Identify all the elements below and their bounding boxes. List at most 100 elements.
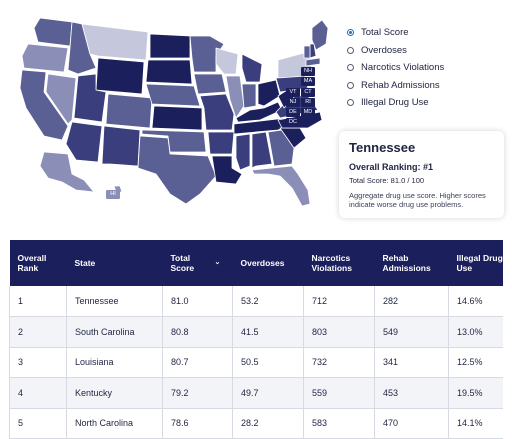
metric-option-narcotics-violations[interactable]: Narcotics Violations (347, 59, 497, 77)
badge-ct[interactable]: CT (301, 88, 315, 97)
state-tx[interactable] (137, 135, 217, 205)
state-ma[interactable] (305, 57, 321, 67)
metric-option-label[interactable]: Narcotics Violations (361, 62, 445, 74)
metric-option-illegal-drug-use[interactable]: Illegal Drug Use (347, 94, 497, 112)
state-in[interactable] (241, 83, 257, 109)
chevron-down-icon[interactable]: ⌄ (214, 259, 221, 266)
cell-total-score: 81.0 (162, 286, 233, 317)
table-row[interactable]: 5 North Carolina 78.6 28.2 583 470 14.1% (9, 408, 503, 439)
cell-total-score: 80.8 (162, 316, 233, 348)
cell-overdoses: 28.2 (232, 408, 304, 439)
cell-state: Tennessee (66, 286, 163, 317)
badge-md[interactable]: MD (301, 108, 315, 117)
info-overall-ranking: Overall Ranking: #1 (349, 162, 434, 172)
badge-ri[interactable]: RI (301, 98, 315, 107)
state-az[interactable] (65, 121, 103, 163)
cell-rank: 4 (9, 377, 67, 409)
info-total-score: Total Score: 81.0 / 100 (349, 176, 425, 185)
state-ms[interactable] (235, 133, 251, 171)
state-info-card: Tennessee Overall Ranking: #1 Total Scor… (339, 131, 504, 218)
table-row[interactable]: 1 Tennessee 81.0 53.2 712 282 14.6% (9, 286, 503, 317)
cell-state: North Carolina (66, 408, 163, 439)
metric-selector: Total Score Overdoses Narcotics Violatio… (347, 24, 497, 112)
map-svg[interactable] (10, 8, 335, 208)
header-state[interactable]: State (74, 258, 96, 268)
metric-option-total-score[interactable]: Total Score (347, 24, 497, 42)
table-row[interactable]: 2 South Carolina 80.8 41.5 803 549 13.0% (9, 316, 503, 348)
header-total-score-label[interactable]: Total Score (170, 253, 195, 273)
state-nv[interactable] (45, 73, 77, 125)
state-nm[interactable] (101, 125, 141, 167)
state-fl[interactable] (251, 165, 311, 207)
state-mi[interactable] (241, 53, 263, 83)
state-ca[interactable] (19, 69, 69, 141)
radio-unchecked-icon[interactable] (347, 64, 354, 72)
radio-unchecked-icon[interactable] (347, 99, 354, 107)
state-ia[interactable] (193, 73, 227, 95)
header-rehab-admissions[interactable]: Rehab Admissions (382, 253, 431, 273)
cell-total-score: 78.6 (162, 408, 233, 439)
cell-overdoses: 49.7 (232, 377, 304, 409)
state-nd[interactable] (149, 33, 191, 59)
state-ky[interactable] (235, 101, 283, 123)
state-ak[interactable] (39, 151, 95, 193)
cell-rehab: 341 (374, 347, 449, 378)
header-overdoses[interactable]: Overdoses (240, 258, 285, 268)
table-row[interactable]: 4 Kentucky 79.2 49.7 559 453 19.5% (9, 377, 503, 409)
cell-state: South Carolina (66, 316, 163, 348)
cell-overdoses: 41.5 (232, 316, 304, 348)
state-al[interactable] (251, 131, 273, 169)
cell-state: Kentucky (66, 377, 163, 409)
cell-narcotics: 732 (303, 347, 375, 378)
cell-overdoses: 50.5 (232, 347, 304, 378)
header-overall-rank[interactable]: Overall Rank (17, 253, 47, 273)
radio-unchecked-icon[interactable] (347, 46, 354, 54)
header-narcotics-violations[interactable]: Narcotics Violations (311, 253, 352, 273)
state-co[interactable] (105, 93, 153, 129)
state-oh[interactable] (257, 79, 281, 107)
cell-rank: 3 (9, 347, 67, 378)
metric-option-label[interactable]: Illegal Drug Use (361, 97, 429, 109)
state-or[interactable] (21, 43, 69, 73)
rankings-table: Overall Rank State Total Score ⌄ Overdose… (9, 240, 503, 439)
state-wi[interactable] (215, 47, 239, 75)
state-mo[interactable] (199, 93, 235, 131)
radio-unchecked-icon[interactable] (347, 81, 354, 89)
metric-option-overdoses[interactable]: Overdoses (347, 42, 497, 60)
state-ne[interactable] (145, 83, 201, 107)
badge-hi[interactable]: HI (106, 190, 120, 199)
cell-rank: 2 (9, 316, 67, 348)
state-ut[interactable] (73, 73, 107, 123)
cell-rank: 5 (9, 408, 67, 439)
badge-nh[interactable]: NH (301, 67, 315, 76)
state-sd[interactable] (145, 59, 193, 85)
state-mt[interactable] (81, 23, 149, 61)
header-illegal-drug-use[interactable]: Illegal Drug Use (456, 253, 503, 273)
state-la[interactable] (211, 155, 243, 185)
metric-option-label[interactable]: Total Score (361, 27, 409, 39)
us-choropleth-map[interactable]: NH MA VT CT NJ RI DE MD DC HI (10, 8, 335, 208)
badge-ma[interactable]: MA (301, 77, 315, 86)
badge-nj[interactable]: NJ (286, 98, 300, 107)
cell-narcotics: 712 (303, 286, 375, 317)
cell-rehab: 453 (374, 377, 449, 409)
metric-option-rehab-admissions[interactable]: Rehab Admissions (347, 77, 497, 95)
header-total-score[interactable]: Total Score ⌄ (163, 240, 233, 286)
state-me[interactable] (311, 19, 329, 51)
table-row[interactable]: 3 Louisiana 80.7 50.5 732 341 12.5% (9, 347, 503, 378)
radio-checked-icon[interactable] (347, 29, 354, 37)
badge-de[interactable]: DE (286, 108, 300, 117)
state-ar[interactable] (207, 131, 235, 155)
state-wy[interactable] (95, 57, 145, 95)
badge-vt[interactable]: VT (286, 88, 300, 97)
state-ks[interactable] (151, 105, 203, 131)
metric-option-label[interactable]: Rehab Admissions (361, 79, 440, 91)
state-vt[interactable] (303, 45, 311, 59)
metric-option-label[interactable]: Overdoses (361, 44, 407, 56)
state-wa[interactable] (33, 17, 73, 47)
state-il[interactable] (225, 75, 245, 119)
cell-state: Louisiana (66, 347, 163, 378)
badge-dc[interactable]: DC (286, 118, 300, 127)
cell-rehab: 549 (374, 316, 449, 348)
cell-narcotics: 559 (303, 377, 375, 409)
